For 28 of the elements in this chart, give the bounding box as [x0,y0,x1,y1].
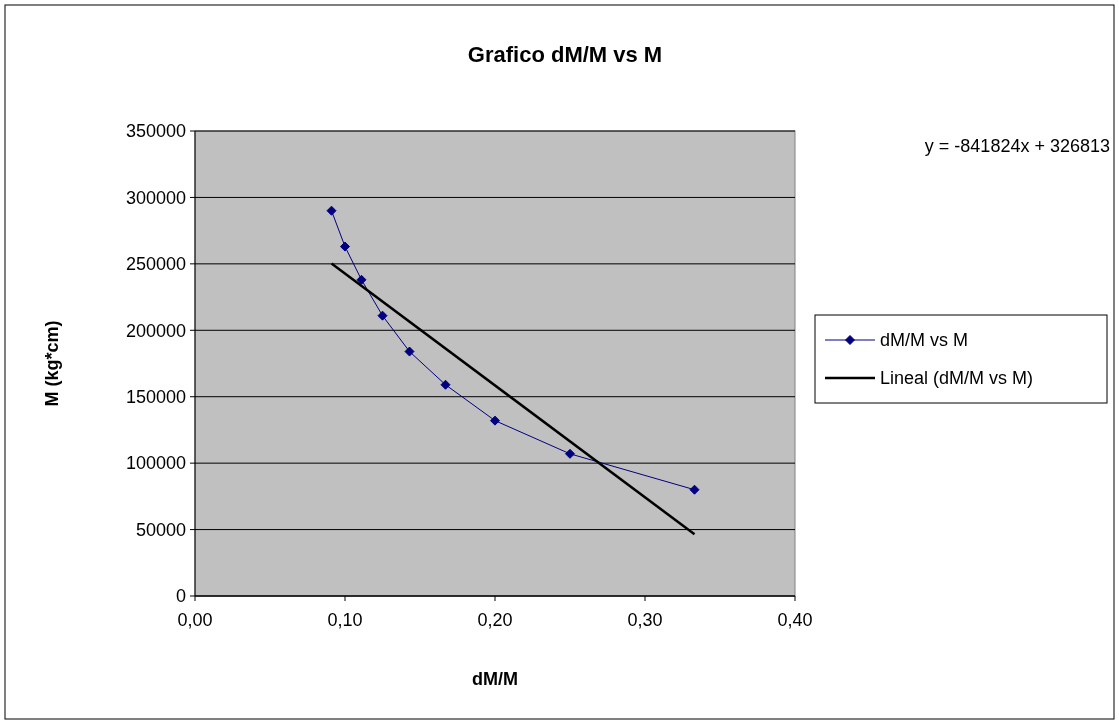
y-tick-label: 50000 [135,519,186,540]
point [565,448,575,459]
x-tick-label: 0,30 [627,610,663,630]
x-tick-label: 0,00 [177,610,213,630]
point [689,484,700,495]
x-tick-label: 0,10 [327,610,363,630]
text: y = -841824x + 326813 [924,136,1110,156]
point [340,241,350,252]
y-tick-label: 350000 [125,121,186,142]
legend-label: dM/M vs M [880,330,968,351]
y-tick-label: 0 [175,586,186,607]
point [490,415,500,426]
y-tick-label: 300000 [125,187,186,208]
point [326,205,337,216]
y-tick-label: 250000 [125,254,186,275]
x-axis-title: dM/M [472,669,518,689]
point [356,274,367,285]
x-tick-label: 0,20 [477,610,513,630]
y-axis-title: M (kg*cm) [42,320,62,407]
chart-title: Grafico dM/M vs M [467,42,663,67]
point [404,346,415,357]
y-tick-label: 150000 [125,387,186,408]
y-tick-label: 100000 [125,453,186,474]
point [440,379,451,390]
x-tick-label: 0,40 [777,610,813,630]
legend-label: Lineal (dM/M vs M) [880,368,1034,389]
y-tick-label: 200000 [125,320,186,341]
point [377,310,388,321]
